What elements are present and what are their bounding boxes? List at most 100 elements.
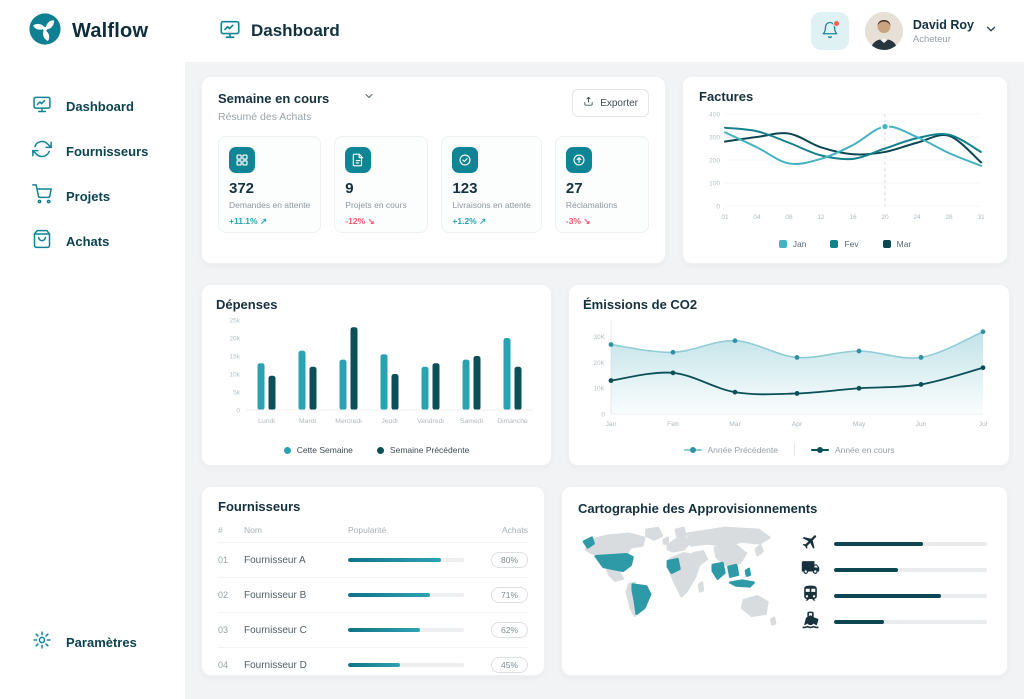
mode-progress [834,542,987,546]
co2-card: Émissions de CO2 0 10K 20K 30K Jan Feb Mar Apr M… [568,284,1010,466]
svg-text:20K: 20K [593,360,605,367]
svg-text:30K: 30K [593,334,605,341]
week-selector[interactable]: Semaine en cours [218,89,375,107]
legend-swatch [882,240,891,248]
chevron-down-icon [363,89,375,107]
mode-progress [834,568,987,572]
svg-text:5k: 5k [233,389,241,396]
plane-icon [801,532,820,556]
row-3: Fournisseurs # Nom Popularité Achats 01 … [201,486,1008,676]
truck-icon [801,558,820,582]
legend-line [683,446,702,453]
export-button[interactable]: Exporter [572,89,649,117]
stat-card-reclamations[interactable]: 27 Réclamations -3% ↘ [554,136,649,233]
sidebar-item-achats[interactable]: Achats [0,219,185,264]
sidebar-item-dashboard[interactable]: Dashboard [0,84,185,129]
legend-swatch [778,240,787,248]
page-head: Dashboard [219,18,340,45]
mode-row-train[interactable] [801,584,987,608]
page-title: Dashboard [251,21,340,40]
svg-text:400: 400 [709,111,720,118]
achats-badge: 62% [490,622,528,638]
stat-card-livraisons[interactable]: 123 Livraisons en attente +1.2% ↗ [441,136,542,233]
stat-label: Projets en cours [345,200,407,210]
svg-text:01: 01 [721,214,729,221]
stat-delta: -12% ↘ [345,216,375,226]
popularity-bar [348,558,464,562]
trend-arrow-icon: ↘ [367,216,375,226]
svg-text:16: 16 [849,214,857,221]
summary-title: Semaine en cours [218,90,330,106]
svg-text:10K: 10K [593,386,605,393]
table-row[interactable]: 01 Fournisseur A 80% [218,542,528,577]
stat-value: 123 [452,180,478,197]
transport-modes [801,524,991,646]
sidebar-item-fournisseurs[interactable]: Fournisseurs [0,129,185,174]
walflow-logo[interactable]: Walflow [0,12,185,51]
export-label: Exporter [600,97,638,109]
stat-label: Livraisons en attente [452,200,531,210]
svg-text:Jeudi: Jeudi [381,418,398,425]
svg-text:0: 0 [601,411,605,418]
co2-area-chart: 0 10K 20K 30K Jan Feb Mar Apr May Jun Jul [593,320,988,428]
stat-delta: +11.1% ↗ [229,216,268,226]
factures-legend: Jan Fev Mar [699,239,991,249]
header-right: David Roy Acheteur [810,12,998,50]
stat-delta: +1.2% ↗ [452,216,487,226]
table-row[interactable]: 04 Fournisseur D 45% [218,647,528,682]
carto-title: Cartographie des Approvisionnements [578,501,818,516]
stat-label: Réclamations [565,200,618,210]
stat-card-projets[interactable]: 9 Projets en cours -12% ↘ [334,136,429,233]
co2-title: Émissions de CO2 [583,297,698,312]
stat-delta: -3% ↘ [565,216,591,226]
user-menu[interactable]: David Roy Acheteur [864,12,998,50]
svg-text:200: 200 [709,157,720,164]
main-content: Semaine en cours Résumé des Achats [185,62,1024,699]
svg-text:Mardi: Mardi [299,418,316,425]
trend-arrow-icon: ↗ [479,216,487,226]
svg-text:Mar: Mar [729,421,741,428]
stat-card-demandes[interactable]: 372 Demandes en attente +11.1% ↗ [218,136,322,233]
svg-text:24: 24 [913,214,921,221]
sidebar-item-parametres[interactable]: Paramètres [0,620,185,665]
summary-subtitle: Résumé des Achats [218,111,312,123]
avatar [864,12,903,50]
summary-card: Semaine en cours Résumé des Achats [201,76,666,264]
brand-name: Walflow [72,19,149,42]
svg-text:28: 28 [945,214,953,221]
svg-text:Vendredi: Vendredi [417,418,444,425]
fournisseurs-card: Fournisseurs # Nom Popularité Achats 01 … [201,486,545,676]
svg-text:0: 0 [716,203,720,210]
depenses-card: Dépenses 0 5k 10k 15k 20k 25k Lundi Mardi Mercre… [201,284,552,466]
stat-label: Demandes en attente [229,200,311,210]
mode-progress [834,594,987,598]
chevron-down-icon[interactable] [984,22,998,41]
mode-row-avion[interactable] [801,532,987,556]
depenses-legend: Cette Semaine Semaine Précédente [216,445,537,455]
table-row[interactable]: 02 Fournisseur B 71% [218,577,528,612]
gear-icon [32,630,52,655]
svg-text:100: 100 [709,180,720,187]
sidebar-item-label: Paramètres [66,635,137,650]
requests-icon [229,147,255,173]
svg-text:Feb: Feb [667,421,679,428]
achats-badge: 71% [490,587,528,603]
svg-text:Dimanche: Dimanche [497,418,528,425]
notifications-button[interactable] [810,12,849,50]
legend-divider [793,443,795,456]
sidebar-item-projets[interactable]: Projets [0,174,185,219]
row-1: Semaine en cours Résumé des Achats [201,76,1008,264]
table-row[interactable]: 03 Fournisseur C 62% [218,612,528,647]
co2-legend: Année Précédente Année en cours [583,443,995,456]
popularity-bar [348,628,464,632]
mode-row-navire[interactable] [801,610,987,634]
svg-text:May: May [853,421,866,428]
arrow-up-circle-icon [565,147,592,173]
train-icon [801,584,820,608]
ship-icon [801,610,820,634]
stat-value: 27 [565,180,583,197]
mode-row-camion[interactable] [801,558,987,582]
svg-text:20k: 20k [230,335,241,342]
svg-text:Jun: Jun [916,421,927,428]
